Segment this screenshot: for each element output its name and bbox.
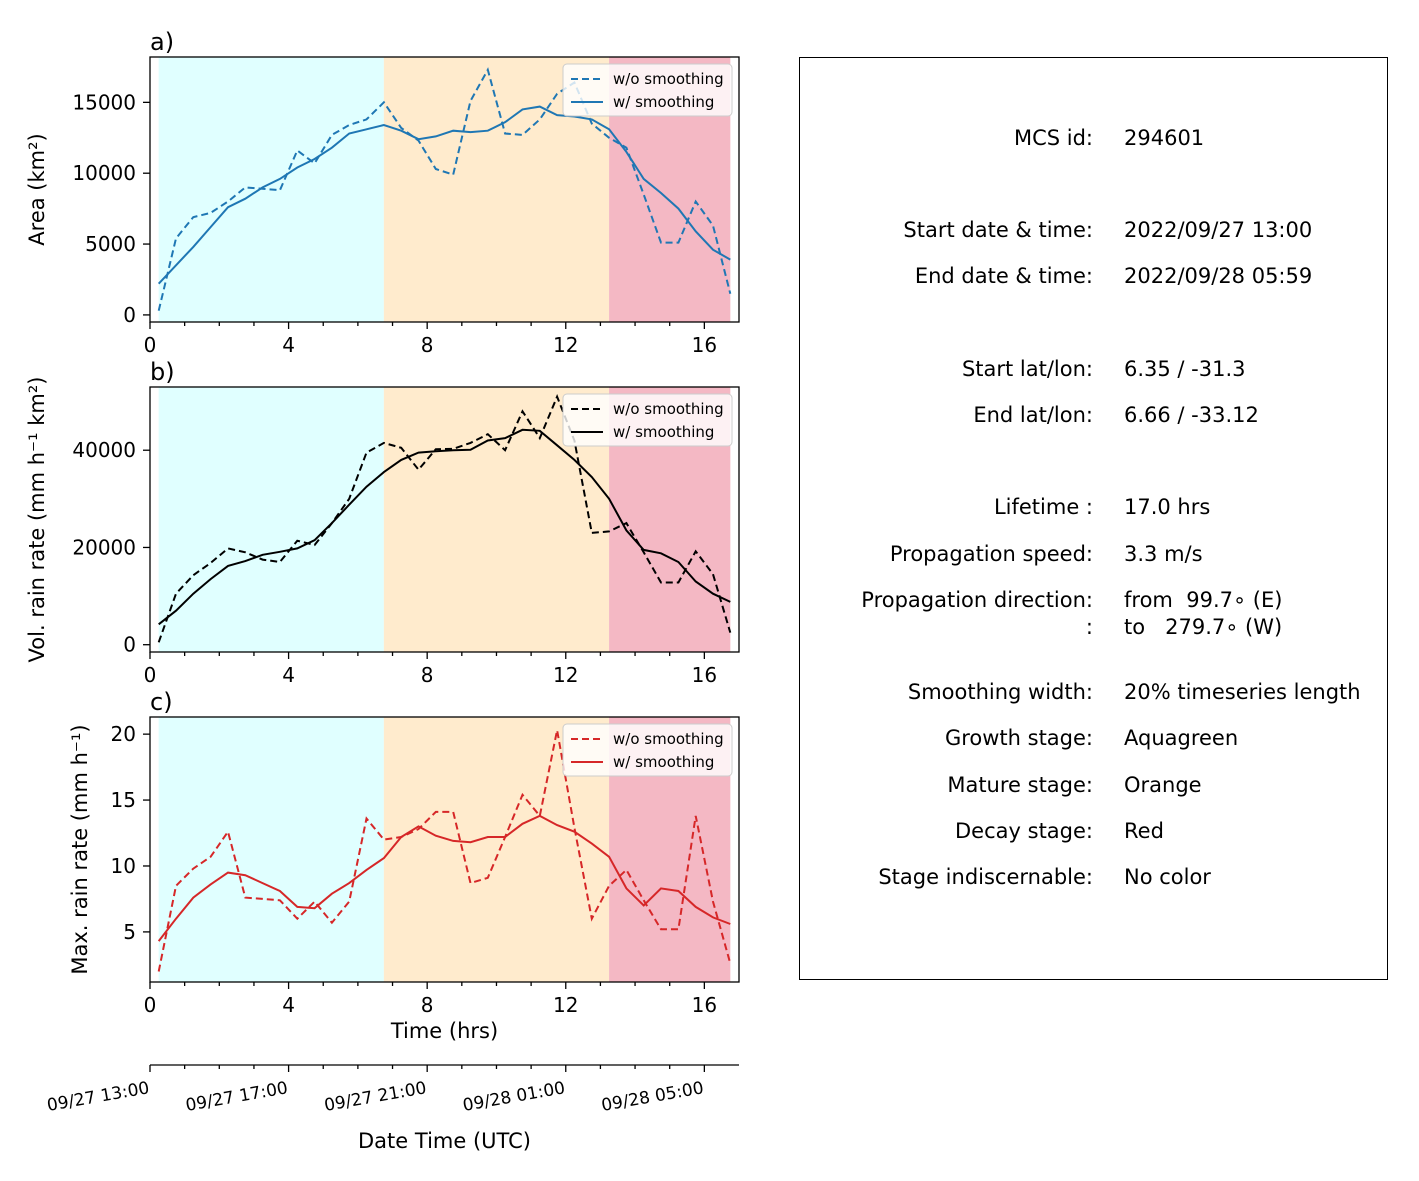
x-tick-label: 0: [144, 663, 157, 687]
x-tick-label: 4: [282, 333, 295, 357]
unsmoothed-series-line: [157, 730, 732, 972]
info-value: 6.66 / -33.12: [1124, 403, 1259, 427]
growth-stage-band: [158, 717, 384, 982]
info-value: 2022/09/27 13:00: [1124, 218, 1313, 242]
info-value: 6.35 / -31.3: [1124, 357, 1246, 381]
smoothed-series-line: [157, 814, 731, 942]
y-tick-label: 10000: [72, 161, 136, 185]
info-key: Decay stage:: [955, 819, 1093, 843]
plot-frame: [149, 386, 740, 653]
legend: w/o smoothing w/ smoothing: [562, 393, 733, 447]
info-key: End date & time:: [914, 264, 1093, 288]
info-key: Smoothing width:: [907, 680, 1093, 704]
info-value: Orange: [1124, 773, 1202, 797]
info-value: 2022/09/28 05:59: [1124, 264, 1313, 288]
datetime-tick-label: 09/28 05:00: [600, 1078, 705, 1116]
legend-label: w/ smoothing: [613, 753, 714, 771]
y-tick-label: 0: [123, 633, 136, 657]
info-value: No color: [1124, 865, 1211, 889]
unsmoothed-series-line: [157, 394, 732, 643]
y-tick-label: 20000: [72, 535, 136, 559]
x-tick-label: 16: [692, 993, 717, 1017]
info-key: Stage indiscernable:: [878, 865, 1093, 889]
panel-label: b): [150, 358, 175, 386]
info-key: End lat/lon:: [973, 403, 1093, 427]
legend-box: [562, 723, 733, 777]
info-key: Propagation speed:: [889, 542, 1093, 566]
y-tick-label: 10: [111, 854, 136, 878]
info-value: 20% timeseries length: [1124, 680, 1361, 704]
x-tick-label: 0: [144, 333, 157, 357]
mcs-info-panel: [799, 57, 1388, 980]
x-tick-label: 16: [692, 663, 717, 687]
x-tick-label: 0: [144, 993, 157, 1017]
info-value: from 99.7∘ (E): [1124, 588, 1283, 612]
legend-label: w/ smoothing: [613, 423, 714, 441]
info-value: Red: [1124, 819, 1164, 843]
plot-frame: [149, 56, 740, 323]
info-key: Mature stage:: [947, 773, 1093, 797]
info-key: Propagation direction:: [861, 588, 1093, 612]
y-axis-label: Area (km²): [25, 133, 49, 245]
y-tick-label: 20: [111, 722, 136, 746]
y-axis-label: Vol. rain rate (mm h⁻¹ km²): [25, 377, 49, 663]
smoothed-series-line: [158, 428, 731, 626]
panel-label: c): [150, 688, 173, 716]
x-tick-label: 8: [421, 993, 434, 1017]
legend-label: w/o smoothing: [613, 70, 724, 88]
datetime-tick-label: 09/27 13:00: [46, 1078, 151, 1116]
info-key: Growth stage:: [944, 726, 1093, 750]
datetime-tick-label: 09/27 21:00: [323, 1078, 428, 1116]
x-tick-label: 16: [692, 333, 717, 357]
chart-panel-a: 0 4 8 12 16 0 5000 10000 15000 a) Area (km²) w/o sm…: [25, 28, 740, 357]
legend-label: w/ smoothing: [613, 93, 714, 111]
unsmoothed-series-line: [157, 67, 732, 311]
datetime-tick-label: 09/27 17:00: [184, 1078, 289, 1116]
y-tick-label: 15: [111, 788, 136, 812]
smoothed-series-line: [157, 105, 731, 285]
datetime-axis-label: Date Time (UTC): [358, 1129, 531, 1153]
x-tick-label: 12: [553, 333, 578, 357]
y-tick-label: 15000: [72, 90, 136, 114]
legend: w/o smoothing w/ smoothing: [562, 723, 733, 777]
info-value: 17.0 hrs: [1124, 495, 1211, 519]
info-key: Start date & time:: [903, 218, 1093, 242]
info-key: Start lat/lon:: [961, 357, 1093, 381]
x-tick-label: 12: [553, 993, 578, 1017]
info-value: Aquagreen: [1124, 726, 1239, 750]
chart-panel-c: 0 4 8 12 16 5 10 15 20 c) Max. rain rate (mm h⁻¹) T…: [68, 688, 740, 1043]
plot-frame: [149, 716, 740, 983]
info-key: Lifetime :: [993, 495, 1093, 519]
x-tick-label: 4: [282, 993, 295, 1017]
info-value: 294601: [1124, 126, 1205, 150]
growth-stage-band: [158, 387, 384, 652]
legend-box: [562, 63, 733, 117]
x-tick-label: 8: [421, 333, 434, 357]
info-value: to 279.7∘ (W): [1124, 615, 1283, 639]
info-value: 3.3 m/s: [1124, 542, 1203, 566]
legend-box: [562, 393, 733, 447]
legend-label: w/o smoothing: [613, 730, 724, 748]
panel-label: a): [150, 28, 174, 56]
chart-panel-b: 0 4 8 12 16 0 20000 40000 b) Vol. rain rate (mm h…: [25, 358, 740, 687]
info-key: :: [1085, 615, 1093, 639]
x-axis-label: Time (hrs): [390, 1019, 498, 1043]
legend-label: w/o smoothing: [613, 400, 724, 418]
y-tick-label: 5: [123, 920, 136, 944]
x-tick-label: 8: [421, 663, 434, 687]
y-tick-label: 0: [123, 303, 136, 327]
datetime-axis: 09/27 13:00 09/27 17:00 09/27 21:00 09/28 0…: [46, 1064, 739, 1153]
x-tick-label: 12: [553, 663, 578, 687]
y-tick-label: 40000: [72, 438, 136, 462]
datetime-tick-label: 09/28 01:00: [461, 1078, 566, 1116]
info-key: MCS id:: [1013, 126, 1093, 150]
legend: w/o smoothing w/ smoothing: [562, 63, 733, 117]
y-tick-label: 5000: [85, 232, 136, 256]
x-tick-label: 4: [282, 663, 295, 687]
y-axis-label: Max. rain rate (mm h⁻¹): [68, 724, 92, 974]
